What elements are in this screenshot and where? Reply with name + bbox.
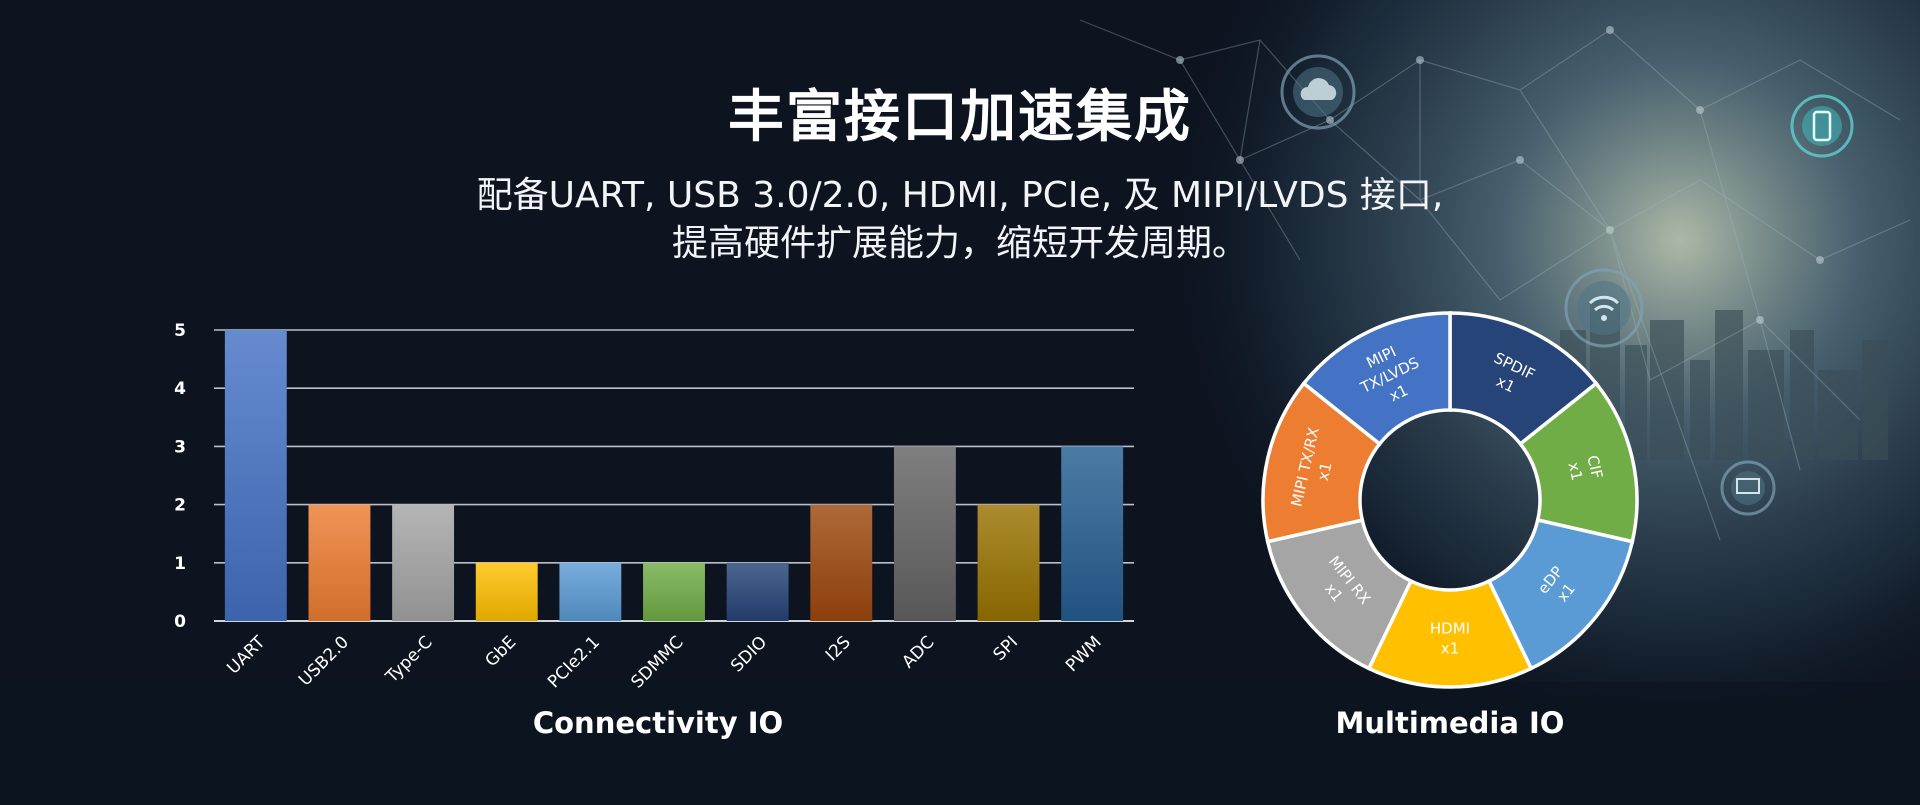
subtitle-line-2: 提高硬件扩展能力，缩短开发周期。 <box>671 223 1248 264</box>
x-tick-label: SPI <box>990 632 1023 665</box>
donut-chart-title: Multimedia IO <box>1335 706 1565 740</box>
y-tick-label: 5 <box>174 321 186 341</box>
cloud-icon <box>1280 54 1356 130</box>
bar-i2s <box>810 504 873 621</box>
x-tick-label: SDMMC <box>627 632 687 692</box>
monitor-icon <box>1720 460 1776 516</box>
donut-slice <box>1301 311 1452 447</box>
x-tick-label: SDIO <box>727 632 771 676</box>
y-tick-label: 0 <box>174 612 186 632</box>
bar-adc <box>893 446 956 621</box>
donut-slice-label: HDMI x1 <box>1430 620 1470 658</box>
bar-spi <box>977 504 1040 621</box>
bar-usb2-0 <box>308 504 371 621</box>
x-tick-label: UART <box>223 632 269 678</box>
x-tick-label: PCIe2.1 <box>544 632 604 692</box>
phone-icon <box>1790 94 1854 158</box>
y-tick-label: 3 <box>174 437 186 457</box>
x-tick-label: I2S <box>822 632 855 665</box>
y-tick-label: 2 <box>174 496 186 516</box>
y-tick-label: 4 <box>174 379 186 399</box>
x-tick-label: PWM <box>1062 632 1106 676</box>
bar-type-c <box>392 504 455 621</box>
subtitle-line-1: 配备UART, USB 3.0/2.0, HDMI, PCIe, 及 MIPI/… <box>476 175 1444 216</box>
bar-uart <box>224 330 287 621</box>
wifi-icon <box>1564 268 1644 348</box>
page-subtitle: 配备UART, USB 3.0/2.0, HDMI, PCIe, 及 MIPI/… <box>0 172 1920 268</box>
donut-slice-label: CIFx1 <box>1564 453 1606 484</box>
connectivity-bar-chart: 0 1 2 3 4 5 UART USB2.0 Type-C GbE PCIe2.1 SDMMC SDI… <box>174 321 1134 693</box>
bar-gbe <box>475 562 538 621</box>
bar-pwm <box>1061 446 1124 621</box>
x-tick-label: ADC <box>898 632 938 672</box>
x-tick-label: Type-C <box>381 632 436 687</box>
x-tick-label: USB2.0 <box>295 632 353 690</box>
page-title: 丰富接口加速集成 <box>728 85 1192 150</box>
bar-sdio <box>726 562 789 621</box>
y-tick-label: 1 <box>174 554 186 574</box>
bar-pcie2-1 <box>559 562 622 621</box>
bar-sdmmc <box>643 562 705 621</box>
bar-chart-title: Connectivity IO <box>532 706 784 740</box>
x-tick-label: GbE <box>482 632 521 671</box>
